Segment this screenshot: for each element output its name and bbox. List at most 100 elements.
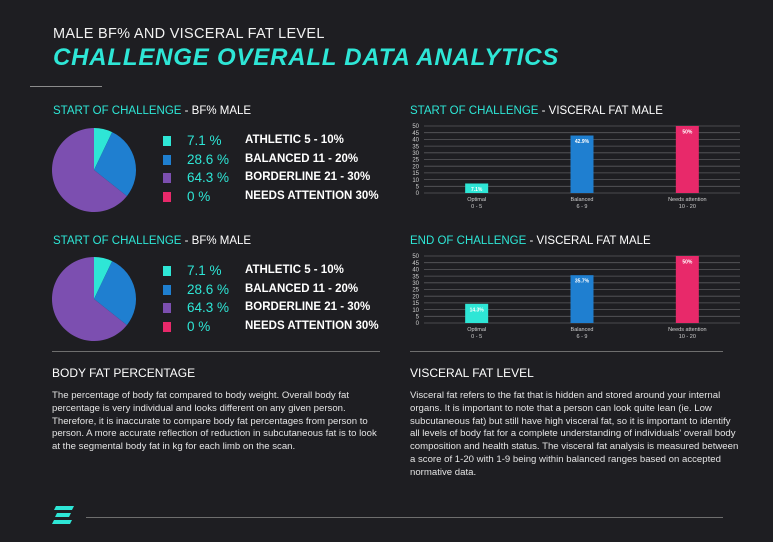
pie-slice [52,128,127,212]
legend-label: BORDERLINE 21 - 30% [245,301,371,314]
x-range-label: 10 - 20 [679,334,696,340]
legend-value: 7.1 % [187,133,222,148]
pie-slice [94,257,113,299]
legend-swatch [163,284,171,295]
y-tick-label: 40 [412,268,419,274]
bar-data-label: 14.3% [470,307,485,313]
y-tick-label: 30 [412,281,419,287]
x-category-label: Needs attention [668,327,707,333]
y-tick-label: 25 [412,158,419,164]
bar-data-label: 35.7% [575,279,590,285]
bar-data-label: 42.9% [575,139,590,145]
legend-value: 64.3 % [187,300,230,316]
legend-item: 28.6 % BALANCED 11 - 20% [163,282,493,301]
y-tick-label: 50 [412,254,419,260]
legend-item: 0 % NEEDS ATTENTION 30% [163,319,493,338]
y-tick-label: 50 [412,124,419,130]
pie-slice [94,261,136,326]
legend-label: ATHLETIC 5 - 10% [245,264,344,276]
legend-label: BORDERLINE 21 - 30% [245,171,371,184]
legend-swatch [163,191,171,202]
visceral-fat-text: Visceral fat refers to the fat that is h… [410,390,739,478]
y-tick-label: 45 [412,261,419,267]
legend-value: 0 % [187,188,211,204]
body-fat-heading: BODY FAT PERCENTAGE [52,366,196,380]
legend-item: 64.3 % BORDERLINE 21 - 30% [163,300,493,319]
legend-item: 7.1 % ATHLETIC 5 - 10% [163,133,493,152]
y-tick-label: 5 [416,185,420,191]
legend-swatch [163,303,171,314]
title-divider [30,86,102,87]
y-tick-label: 0 [416,321,420,327]
footer-divider [86,517,723,518]
legend-item: 7.1 % ATHLETIC 5 - 10% [163,263,493,282]
pie-chart-1-legend: 7.1 % ATHLETIC 5 - 10% 28.6 % BALANCED 11 -… [163,133,493,207]
legend-label: BALANCED 11 - 20% [245,282,359,295]
bar-data-label: 50% [682,260,693,266]
visceral-fat-heading: VISCERAL FAT LEVEL [410,366,534,380]
bar [570,275,594,323]
x-range-label: 10 - 20 [679,204,696,210]
x-range-label: 6 - 9 [576,334,587,340]
legend-item: 64.3 % BORDERLINE 21 - 30% [163,170,493,189]
x-range-label: 0 - 5 [471,334,482,340]
y-tick-label: 10 [412,178,419,184]
legend-swatch [163,321,171,332]
x-category-label: Balanced [571,327,594,333]
bar [465,183,489,193]
y-tick-label: 40 [412,138,419,144]
bar-chart-1: 0 5 10 15 20 25 30 35 40 45 50 7.1% Optimal 0 - 5 42.9… [400,120,750,220]
pie-slice [52,257,127,341]
pie-chart-2-legend: 7.1 % ATHLETIC 5 - 10% 28.6 % BALANCED 11 -… [163,263,493,337]
y-tick-label: 20 [412,294,419,300]
y-tick-label: 30 [412,151,419,157]
legend-label: NEEDS ATTENTION 30% [245,189,379,202]
legend-swatch [163,266,171,276]
legend-swatch [163,154,171,165]
y-tick-label: 10 [412,308,419,314]
pie-slice [94,128,113,170]
y-tick-label: 5 [416,315,420,321]
bar-chart-2: 0 5 10 15 20 25 30 35 40 45 50 14.3% Optimal 0 - 5 35.… [400,250,750,350]
y-tick-label: 25 [412,288,419,294]
bar-chart-2-header: END OF CHALLENGE - VISCERAL FAT MALE [410,235,651,247]
right-section-divider [410,351,723,352]
x-range-label: 6 - 9 [576,204,587,210]
legend-label: BALANCED 11 - 20% [245,152,359,165]
y-tick-label: 15 [412,171,419,177]
bar-data-label: 7.1% [471,187,483,193]
x-category-label: Optimal [467,327,486,333]
y-tick-label: 45 [412,131,419,137]
legend-swatch [163,173,171,184]
y-tick-label: 15 [412,301,419,307]
body-fat-text: The percentage of body fat compared to b… [52,390,377,453]
pie-chart-2 [52,257,136,341]
legend-value: 28.6 % [187,281,230,297]
legend-value: 0 % [187,318,211,334]
legend-item: 0 % NEEDS ATTENTION 30% [163,189,493,208]
legend-value: 7.1 % [187,263,222,278]
bar [675,256,699,323]
legend-item: 28.6 % BALANCED 11 - 20% [163,152,493,171]
bar-data-label: 50% [682,130,693,136]
y-tick-label: 35 [412,144,419,150]
pie-chart-2-header: START OF CHALLENGE - BF% MALE [53,235,252,247]
bar [570,135,594,193]
left-section-divider [52,351,380,352]
bar [675,126,699,193]
x-range-label: 0 - 5 [471,204,482,210]
y-tick-label: 0 [416,191,420,197]
pie-chart-1-header: START OF CHALLENGE - BF% MALE [53,105,252,117]
pie-slice [94,132,136,197]
x-category-label: Needs attention [668,197,707,203]
x-category-label: Balanced [571,197,594,203]
legend-value: 28.6 % [187,151,230,167]
page-title: CHALLENGE OVERALL DATA ANALYTICS [53,44,560,71]
legend-swatch [163,136,171,146]
legend-label: NEEDS ATTENTION 30% [245,319,379,332]
x-category-label: Optimal [467,197,486,203]
brand-logo-icon [52,506,74,524]
page-subtitle: MALE BF% AND VISCERAL FAT LEVEL [53,26,325,42]
